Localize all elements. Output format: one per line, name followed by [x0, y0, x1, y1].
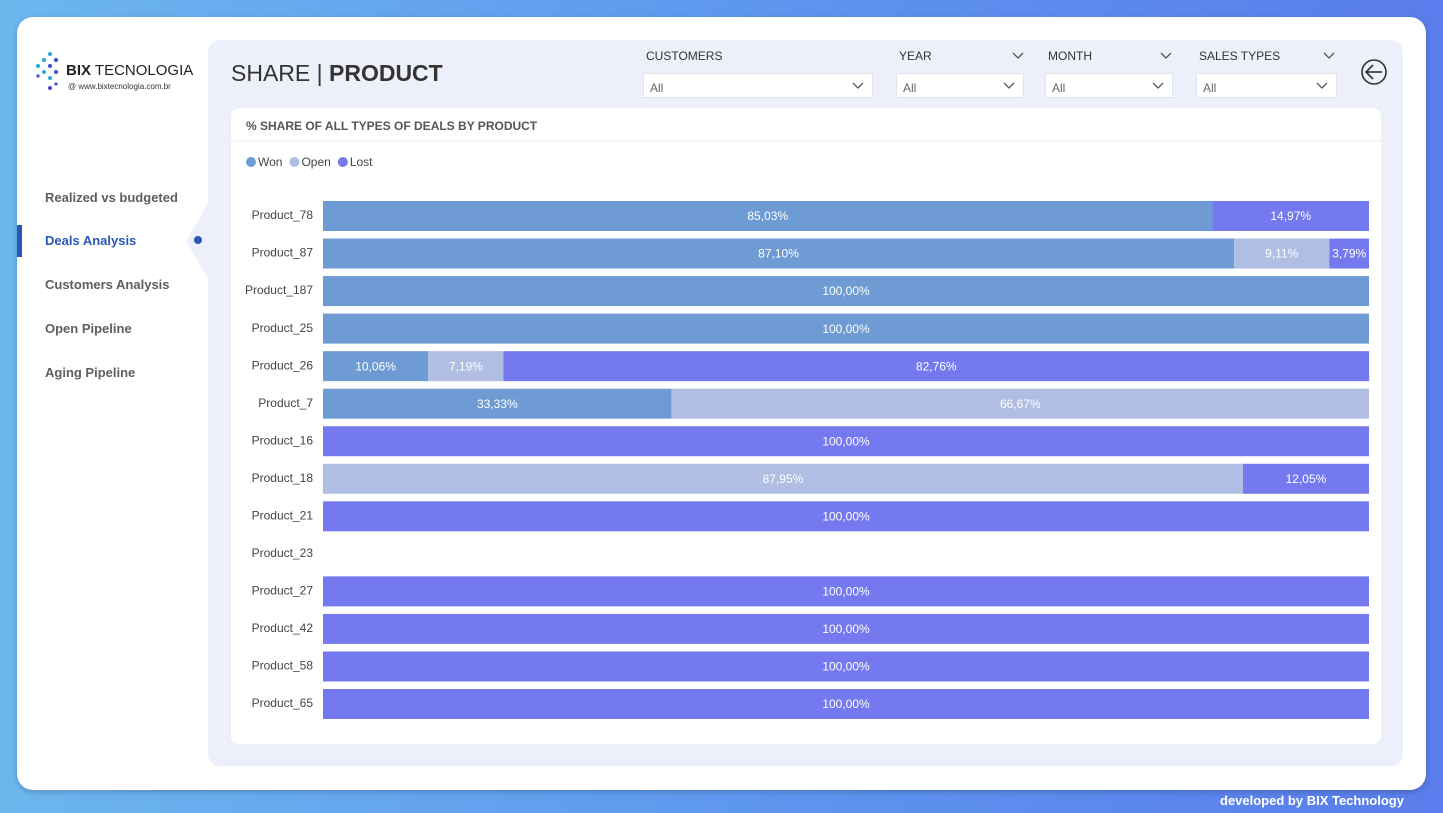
value-label: 100,00%	[822, 585, 870, 599]
value-label: 100,00%	[822, 660, 870, 674]
category-label: Product_16	[252, 433, 314, 447]
value-label: 33,33%	[477, 397, 518, 411]
category-label: Product_42	[252, 621, 314, 635]
footer: developed by BIX Technology	[1220, 793, 1404, 808]
title-light: SHARE |	[231, 60, 323, 86]
category-label: Product_65	[252, 696, 314, 710]
value-label: 14,97%	[1270, 209, 1311, 223]
legend-marker	[338, 157, 348, 167]
filter-dropdown[interactable]: All	[1045, 73, 1173, 98]
value-label: 87,95%	[763, 472, 804, 486]
value-label: 100,00%	[822, 697, 870, 711]
filter-dropdown[interactable]: All	[1196, 73, 1337, 98]
value-label: 82,76%	[916, 359, 957, 373]
nav-item[interactable]: Open Pipeline	[45, 321, 132, 336]
title-bold: PRODUCT	[329, 60, 443, 86]
page-title: SHARE | PRODUCT	[231, 60, 443, 87]
chevron	[1316, 82, 1328, 90]
legend-label: Lost	[350, 155, 373, 169]
filter-dropdown[interactable]: All	[896, 73, 1024, 98]
value-label: 12,05%	[1286, 472, 1327, 486]
filter-label: SALES TYPES	[1199, 49, 1280, 63]
value-label: 10,06%	[355, 359, 396, 373]
logo-icon	[34, 48, 64, 94]
legend-label: Won	[258, 155, 282, 169]
value-label: 100,00%	[822, 509, 870, 523]
category-label: Product_27	[252, 584, 314, 598]
chevron	[1003, 82, 1015, 90]
back-button[interactable]	[1360, 58, 1388, 86]
nav-pointer	[186, 200, 210, 282]
category-label: Product_18	[252, 471, 314, 485]
category-label: Product_78	[252, 208, 314, 222]
chevron	[1323, 52, 1335, 60]
value-label: 66,67%	[1000, 397, 1041, 411]
value-label: 7,19%	[449, 359, 483, 373]
value-label: 100,00%	[822, 284, 870, 298]
nav-item[interactable]: Customers Analysis	[45, 277, 170, 292]
value-label: 100,00%	[822, 322, 870, 336]
value-label: 3,79%	[1332, 247, 1366, 261]
nav-item[interactable]: Realized vs budgeted	[45, 190, 178, 205]
logo-brand-light: TECNOLOGIA	[95, 62, 193, 79]
filter-label: MONTH	[1048, 49, 1092, 63]
legend-label: Open	[301, 155, 330, 169]
category-label: Product_187	[245, 283, 313, 297]
nav-active-indicator	[17, 225, 22, 257]
legend-marker	[246, 157, 256, 167]
category-label: Product_58	[252, 659, 314, 673]
chevron	[852, 82, 864, 90]
chevron	[1152, 82, 1164, 90]
category-label: Product_25	[252, 321, 314, 335]
filter-value: All	[903, 81, 916, 95]
filter-value: All	[1052, 81, 1065, 95]
category-label: Product_87	[252, 246, 314, 260]
category-label: Product_23	[252, 546, 314, 560]
chevron	[1012, 52, 1024, 60]
filter-dropdown[interactable]: All	[643, 73, 873, 98]
nav-item[interactable]: Aging Pipeline	[45, 365, 135, 380]
legend-marker	[289, 157, 299, 167]
logo-text: BIX TECNOLOGIA	[66, 62, 193, 79]
value-label: 100,00%	[822, 434, 870, 448]
logo-url: @ www.bixtecnologia.com.br	[68, 82, 171, 91]
category-label: Product_21	[252, 508, 314, 522]
nav-item[interactable]: Deals Analysis	[45, 233, 136, 248]
category-label: Product_7	[258, 396, 313, 410]
filter-value: All	[650, 81, 663, 95]
chart: % SHARE OF ALL TYPES OF DEALS BY PRODUCT…	[231, 108, 1381, 744]
value-label: 87,10%	[758, 247, 799, 261]
category-label: Product_26	[252, 358, 314, 372]
value-label: 85,03%	[747, 209, 788, 223]
filter-value: All	[1203, 81, 1216, 95]
chevron	[1160, 52, 1172, 60]
filter-label: YEAR	[899, 49, 932, 63]
logo-brand-bold: BIX	[66, 62, 91, 79]
filter-label: CUSTOMERS	[646, 49, 722, 63]
value-label: 9,11%	[1265, 247, 1298, 261]
value-label: 100,00%	[822, 622, 870, 636]
chart-title: % SHARE OF ALL TYPES OF DEALS BY PRODUCT	[246, 119, 538, 133]
